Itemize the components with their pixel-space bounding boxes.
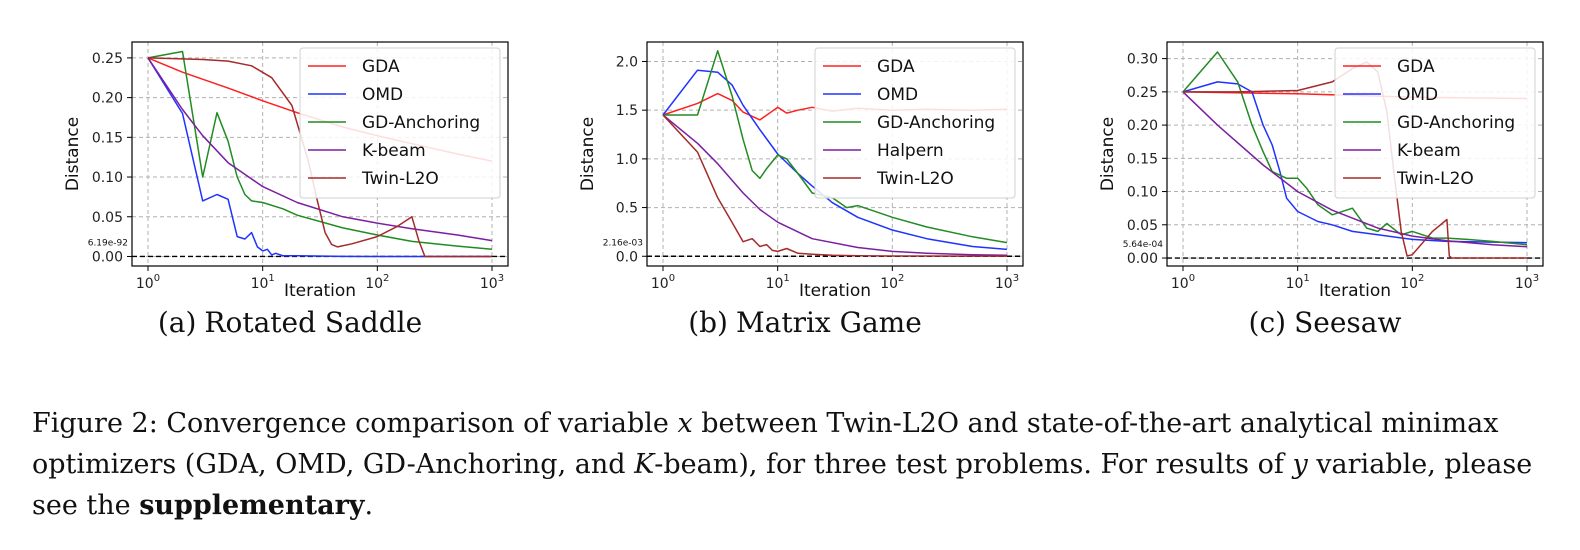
legend-label: OMD	[877, 85, 918, 105]
y-axis-label: Distance	[578, 117, 598, 191]
y-tick-label: 0.25	[92, 51, 123, 67]
legend-label: Twin-L2O	[361, 169, 439, 189]
caption-text-3: -beam), for three test problems. For res…	[654, 449, 1293, 480]
y-tick-label: 0.00	[1127, 251, 1158, 267]
min-value-annotation: 2.16e-03	[603, 238, 643, 248]
legend-label: K-beam	[362, 141, 426, 161]
plot-frame	[131, 41, 509, 267]
y-tick-label: 0.05	[1127, 218, 1158, 234]
legend-label: OMD	[362, 85, 403, 105]
series-line-k-beam	[147, 57, 493, 242]
subfigure-caption-b: (b) Matrix Game	[575, 306, 1035, 339]
subfigure-tag: (a)	[157, 306, 197, 339]
x-tick-label: 100	[651, 273, 675, 292]
caption-text-2: between Twin-L2O and state-of-the-art an…	[32, 408, 1499, 480]
figure-caption: Figure 2: Convergence comparison of vari…	[32, 403, 1552, 526]
caption-text-4: variable, please see the	[32, 449, 1533, 521]
y-tick-label: 1.5	[616, 103, 638, 119]
legend-label: GDA	[362, 57, 400, 77]
subfigure-tag: (c)	[1248, 306, 1287, 339]
series-line-gd-anchoring	[147, 50, 493, 251]
legend-label: K-beam	[1397, 141, 1461, 161]
y-tick-label: 0.20	[92, 91, 123, 107]
x-tick-label: 103	[480, 273, 504, 292]
y-tick-label: 0.20	[1127, 118, 1158, 134]
legend-label: Twin-L2O	[1396, 169, 1474, 189]
caption-var-k: K	[634, 449, 655, 480]
y-tick-label: 2.0	[616, 54, 638, 70]
x-tick-label: 102	[880, 273, 904, 292]
series-line-gd-anchoring	[663, 50, 1008, 244]
subfigure-title: Seesaw	[1294, 306, 1402, 339]
x-axis-label: Iteration	[799, 281, 871, 301]
x-axis-label: Iteration	[1319, 281, 1391, 301]
min-value-annotation: 5.64e-04	[1123, 240, 1164, 250]
figure-label: Figure 2:	[32, 408, 158, 439]
caption-var-y: y	[1292, 449, 1308, 480]
plot-frame	[1166, 41, 1544, 267]
caption-text-1: Convergence comparison of variable	[166, 408, 678, 439]
y-tick-label: 0.05	[92, 210, 123, 226]
x-tick-label: 102	[365, 273, 389, 292]
caption-text-5: .	[364, 490, 374, 521]
plot-frame	[646, 41, 1024, 267]
y-axis-label: Distance	[63, 117, 83, 191]
x-tick-label: 100	[136, 273, 160, 292]
x-tick-label: 101	[766, 273, 790, 292]
x-tick-label: 100	[1171, 273, 1195, 292]
x-axis-label: Iteration	[284, 281, 356, 301]
subfigure-caption-a: (a) Rotated Saddle	[60, 306, 520, 339]
y-tick-label: 0.00	[92, 249, 123, 265]
series-line-k-beam	[1182, 91, 1528, 248]
chart-matrix-game: 0.0 0.5 1.0 1.5 2.0 100 101 102 103 Iteration Dist…	[578, 41, 1024, 301]
caption-bold-word: supplementary	[139, 490, 365, 521]
legend-label: GD-Anchoring	[362, 113, 480, 133]
x-tick-label: 102	[1400, 273, 1424, 292]
chart-rotated-saddle: 0.00 0.05 0.10 0.15 0.20 0.25 100 101 102 103 Iter…	[63, 41, 509, 301]
y-tick-label: 1.0	[616, 152, 638, 168]
legend-label: GD-Anchoring	[1397, 113, 1515, 133]
legend-label: GDA	[1397, 57, 1435, 77]
series-line-twin-l2o	[147, 57, 492, 258]
y-axis-label: Distance	[1098, 117, 1118, 191]
subfigure-title: Rotated Saddle	[204, 306, 423, 339]
chart-panel-a: 0.00 0.05 0.10 0.15 0.20 0.25 100 101 102 103 Iter…	[60, 30, 520, 350]
subfigure-caption-c: (c) Seesaw	[1095, 306, 1555, 339]
min-value-annotation: 6.19e-92	[88, 238, 128, 248]
legend-label: Twin-L2O	[876, 169, 954, 189]
legend-box	[299, 47, 501, 199]
y-tick-label: 0.15	[1127, 151, 1158, 167]
chart-panel-c: 0.00 0.05 0.10 0.15 0.20 0.25 0.30 100 101 102 103…	[1095, 30, 1555, 350]
chart-seesaw: 0.00 0.05 0.10 0.15 0.20 0.25 0.30 100 101 102 103…	[1098, 41, 1544, 301]
x-tick-label: 101	[251, 273, 275, 292]
series-line-twin-l2o	[662, 114, 1008, 257]
y-tick-label: 0.15	[92, 130, 123, 146]
series-line-omd	[147, 57, 492, 258]
y-tick-label: 0.0	[616, 249, 638, 265]
y-tick-label: 0.5	[616, 201, 638, 217]
subfigure-tag: (b)	[688, 306, 728, 339]
x-tick-label: 101	[1286, 273, 1310, 292]
legend-label: OMD	[1397, 85, 1438, 105]
y-tick-label: 0.30	[1127, 52, 1158, 68]
subfigure-title: Matrix Game	[735, 306, 922, 339]
x-tick-label: 103	[995, 273, 1019, 292]
y-tick-label: 0.10	[92, 170, 123, 186]
x-tick-label: 103	[1515, 273, 1539, 292]
caption-var-x: x	[677, 408, 693, 439]
series-line-halpern	[662, 114, 1008, 257]
legend-label: GDA	[877, 57, 915, 77]
legend-label: GD-Anchoring	[877, 113, 995, 133]
legend-box	[814, 47, 1016, 199]
y-tick-label: 0.10	[1127, 185, 1158, 201]
series-line-gd-anchoring	[1182, 51, 1528, 246]
legend-label: Halpern	[877, 141, 944, 161]
chart-panel-b: 0.0 0.5 1.0 1.5 2.0 100 101 102 103 Iteration Dist…	[575, 30, 1035, 350]
legend-box	[1334, 47, 1536, 199]
y-tick-label: 0.25	[1127, 85, 1158, 101]
series-line-omd	[1182, 81, 1528, 244]
